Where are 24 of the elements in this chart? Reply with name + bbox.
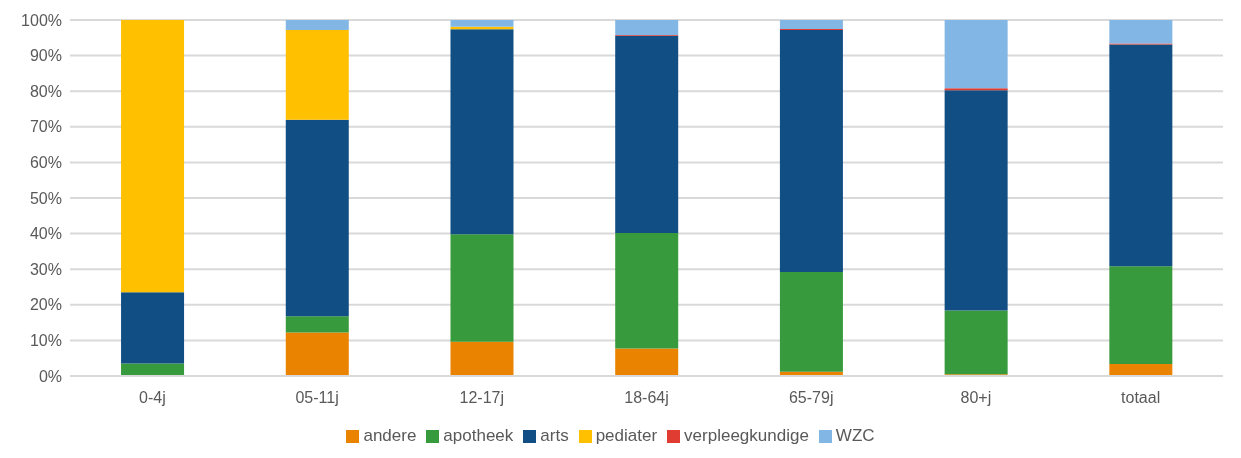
legend-label: apotheek xyxy=(443,426,514,445)
legend-label: WZC xyxy=(835,426,875,445)
x-tick-label: 12-17j xyxy=(459,389,505,407)
y-tick-label: 50% xyxy=(29,189,62,207)
y-tick-label: 30% xyxy=(29,260,62,278)
legend-label: arts xyxy=(540,426,569,445)
x-tick-label: totaal xyxy=(1121,389,1161,407)
y-tick-label: 10% xyxy=(29,332,62,350)
x-tick-label: 05-11j xyxy=(295,389,339,407)
y-tick-label: 40% xyxy=(29,225,62,243)
y-tick-label: 80% xyxy=(29,82,62,100)
y-tick-label: 90% xyxy=(29,47,62,65)
x-tick-label: 18-64j xyxy=(624,389,669,407)
y-tick-label: 100% xyxy=(21,11,62,29)
y-tick-label: 70% xyxy=(29,118,62,136)
x-tick-label: 65-79j xyxy=(788,389,834,407)
y-tick-label: 0% xyxy=(38,367,62,385)
x-tick-label: 0-4j xyxy=(139,389,166,407)
x-tick-label: 80+j xyxy=(960,389,992,407)
y-tick-label: 60% xyxy=(29,154,62,172)
legend-label: andere xyxy=(363,426,417,445)
y-tick-label: 20% xyxy=(29,296,62,314)
legend-label: verpleegkundige xyxy=(684,426,809,445)
legend-label: pediater xyxy=(595,426,658,445)
